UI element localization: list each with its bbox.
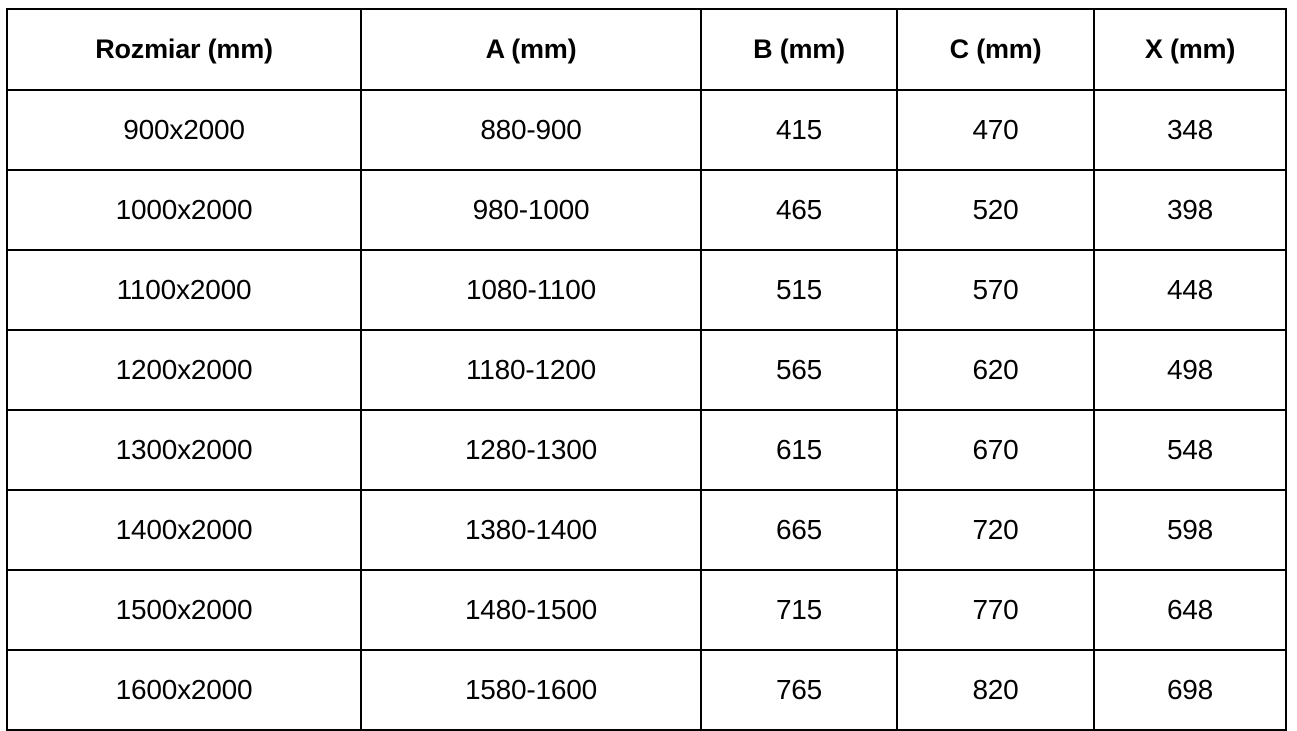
table-header: Rozmiar (mm) A (mm) B (mm) C (mm) X (mm) bbox=[6, 8, 1287, 91]
cell-x: 498 bbox=[1093, 329, 1287, 411]
table-row: 1000x2000 980-1000 465 520 398 bbox=[6, 169, 1287, 251]
cell-a: 880-900 bbox=[360, 89, 702, 171]
cell-b: 765 bbox=[700, 649, 898, 731]
cell-a: 1080-1100 bbox=[360, 249, 702, 331]
table-row: 1200x2000 1180-1200 565 620 498 bbox=[6, 329, 1287, 411]
column-header-a: A (mm) bbox=[360, 8, 702, 91]
cell-c: 470 bbox=[896, 89, 1095, 171]
table-row: 1300x2000 1280-1300 615 670 548 bbox=[6, 409, 1287, 491]
cell-a: 1280-1300 bbox=[360, 409, 702, 491]
table-row: 1500x2000 1480-1500 715 770 648 bbox=[6, 569, 1287, 651]
cell-size: 900x2000 bbox=[6, 89, 362, 171]
cell-c: 720 bbox=[896, 489, 1095, 571]
cell-c: 670 bbox=[896, 409, 1095, 491]
cell-a: 980-1000 bbox=[360, 169, 702, 251]
cell-x: 698 bbox=[1093, 649, 1287, 731]
column-header-size: Rozmiar (mm) bbox=[6, 8, 362, 91]
cell-a: 1180-1200 bbox=[360, 329, 702, 411]
cell-size: 1400x2000 bbox=[6, 489, 362, 571]
cell-c: 520 bbox=[896, 169, 1095, 251]
cell-b: 615 bbox=[700, 409, 898, 491]
column-header-x: X (mm) bbox=[1093, 8, 1287, 91]
cell-size: 1500x2000 bbox=[6, 569, 362, 651]
table-row: 1600x2000 1580-1600 765 820 698 bbox=[6, 649, 1287, 731]
cell-size: 1300x2000 bbox=[6, 409, 362, 491]
table-row: 900x2000 880-900 415 470 348 bbox=[6, 89, 1287, 171]
cell-size: 1100x2000 bbox=[6, 249, 362, 331]
cell-size: 1200x2000 bbox=[6, 329, 362, 411]
cell-c: 620 bbox=[896, 329, 1095, 411]
cell-b: 415 bbox=[700, 89, 898, 171]
cell-x: 398 bbox=[1093, 169, 1287, 251]
cell-b: 465 bbox=[700, 169, 898, 251]
cell-c: 820 bbox=[896, 649, 1095, 731]
cell-x: 598 bbox=[1093, 489, 1287, 571]
cell-x: 448 bbox=[1093, 249, 1287, 331]
cell-c: 570 bbox=[896, 249, 1095, 331]
cell-x: 348 bbox=[1093, 89, 1287, 171]
table-row: 1400x2000 1380-1400 665 720 598 bbox=[6, 489, 1287, 571]
cell-x: 648 bbox=[1093, 569, 1287, 651]
specification-table-container: Rozmiar (mm) A (mm) B (mm) C (mm) X (mm)… bbox=[6, 8, 1287, 731]
cell-c: 770 bbox=[896, 569, 1095, 651]
column-header-b: B (mm) bbox=[700, 8, 898, 91]
table-body: 900x2000 880-900 415 470 348 1000x2000 980-100… bbox=[6, 89, 1287, 731]
cell-b: 665 bbox=[700, 489, 898, 571]
cell-b: 515 bbox=[700, 249, 898, 331]
cell-b: 565 bbox=[700, 329, 898, 411]
table-row: 1100x2000 1080-1100 515 570 448 bbox=[6, 249, 1287, 331]
cell-a: 1380-1400 bbox=[360, 489, 702, 571]
dimensions-table: Rozmiar (mm) A (mm) B (mm) C (mm) X (mm)… bbox=[6, 8, 1287, 731]
cell-b: 715 bbox=[700, 569, 898, 651]
cell-x: 548 bbox=[1093, 409, 1287, 491]
column-header-c: C (mm) bbox=[896, 8, 1095, 91]
cell-a: 1480-1500 bbox=[360, 569, 702, 651]
cell-size: 1600x2000 bbox=[6, 649, 362, 731]
cell-a: 1580-1600 bbox=[360, 649, 702, 731]
cell-size: 1000x2000 bbox=[6, 169, 362, 251]
table-header-row: Rozmiar (mm) A (mm) B (mm) C (mm) X (mm) bbox=[6, 8, 1287, 91]
